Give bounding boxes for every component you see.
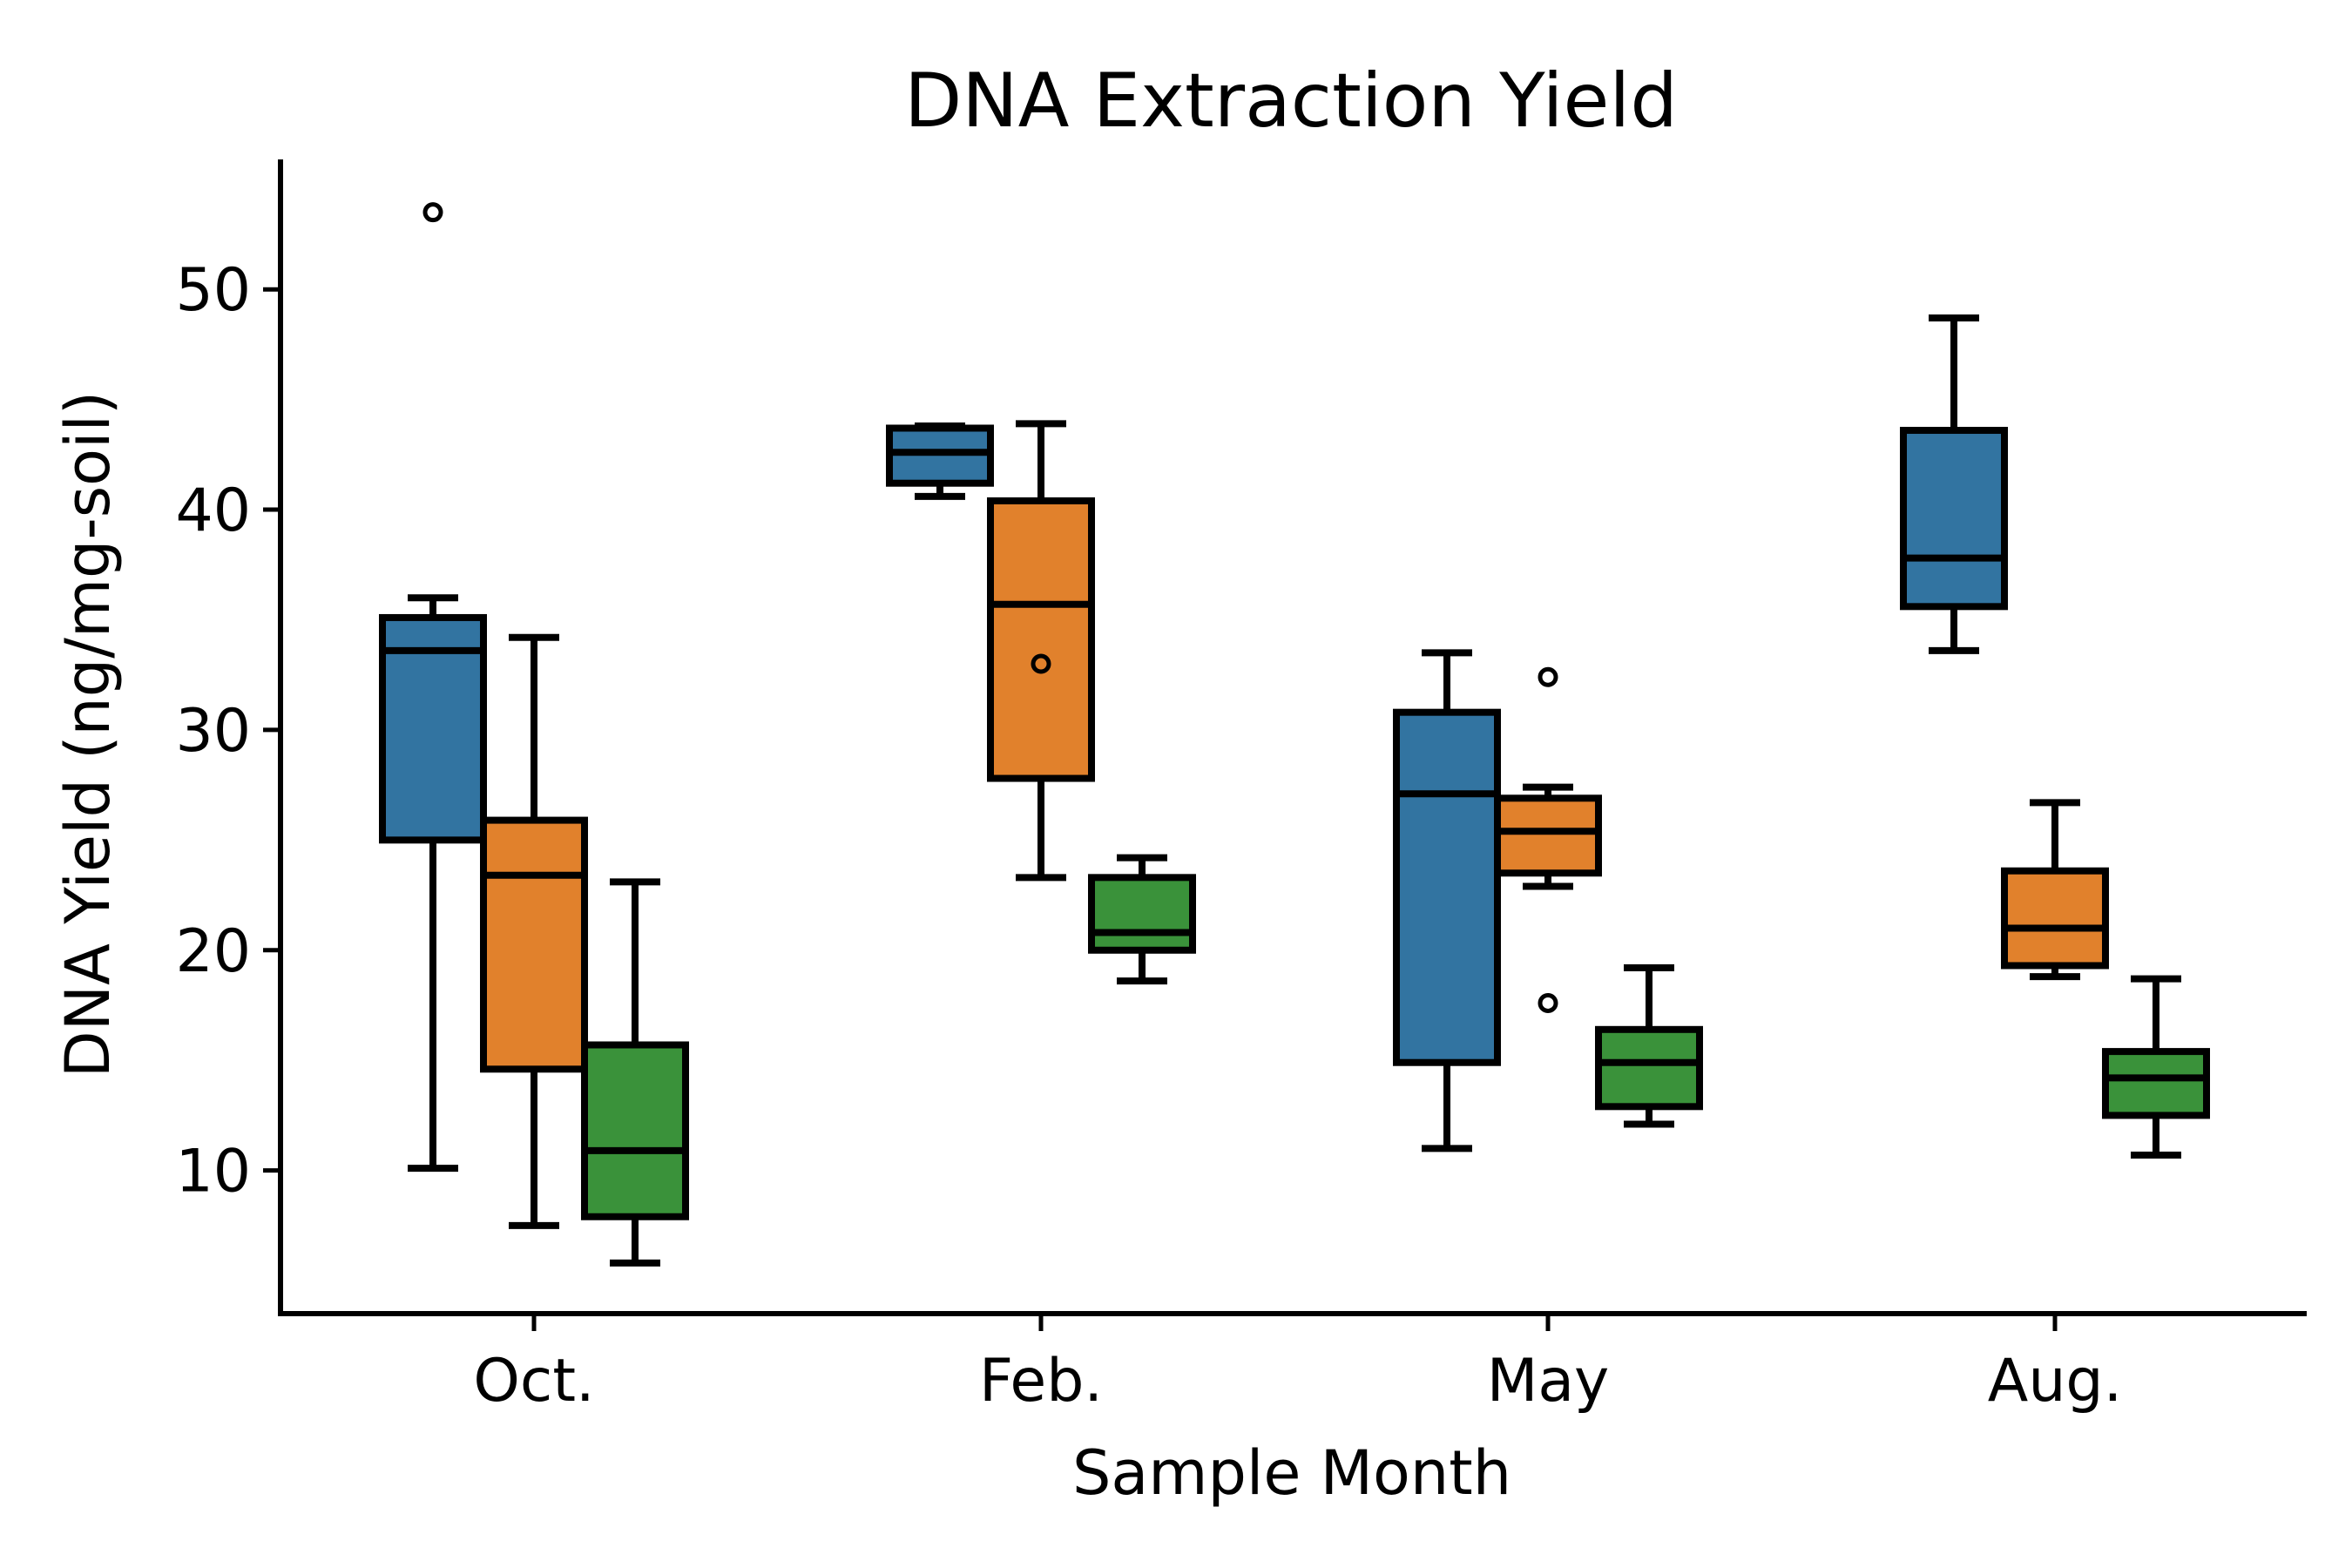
y-tick-label: 40 [175, 476, 251, 545]
y-tick-label: 30 [175, 697, 251, 766]
plot-area [379, 202, 2210, 1267]
box-group [379, 202, 487, 1173]
y-tick-label: 50 [175, 256, 251, 325]
box [987, 497, 1095, 782]
y-tick-label: 10 [175, 1138, 251, 1206]
x-tick-label: Oct. [473, 1347, 594, 1416]
box-group [480, 633, 588, 1229]
y-ticks: 10 20 30 40 50 [175, 256, 280, 1206]
x-tick-label: May [1487, 1347, 1610, 1416]
outlier-point [1538, 992, 1558, 1013]
box-group [2001, 799, 2109, 981]
outlier-point [1538, 666, 1558, 687]
y-axis-label: DNA Yield (ng/mg-soil) [52, 391, 124, 1078]
box-group [581, 878, 689, 1267]
outlier-point [1031, 653, 1051, 674]
box-group [2102, 975, 2210, 1159]
box-group [1494, 666, 1602, 1013]
box [2102, 1048, 2210, 1119]
x-ticks: Oct. Feb. May Aug. [473, 1314, 2122, 1416]
y-tick-label: 20 [175, 917, 251, 986]
box-group [987, 420, 1095, 882]
x-tick-label: Aug. [1988, 1347, 2122, 1416]
outlier-point [422, 202, 443, 223]
box-group [1595, 964, 1703, 1128]
box [379, 613, 487, 844]
box [2001, 867, 2109, 970]
box [480, 816, 588, 1073]
box-group [1393, 649, 1501, 1152]
box-group [1088, 854, 1196, 985]
box [581, 1041, 689, 1220]
box-group [886, 422, 994, 500]
box-group [1900, 314, 2008, 654]
box [1393, 708, 1501, 1066]
box [1088, 874, 1196, 954]
x-tick-label: Feb. [979, 1347, 1103, 1416]
box [1900, 427, 2008, 611]
box [1494, 794, 1602, 877]
x-axis-label: Sample Month [1072, 1437, 1511, 1509]
box [1595, 1025, 1703, 1111]
chart-title: DNA Extraction Yield [904, 57, 1678, 145]
